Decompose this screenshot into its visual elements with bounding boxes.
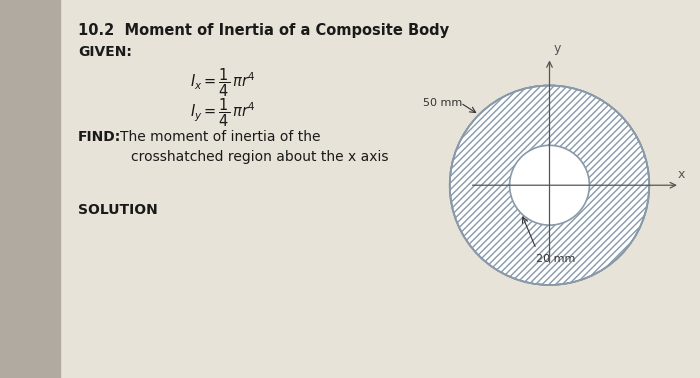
Text: 10.2  Moment of Inertia of a Composite Body: 10.2 Moment of Inertia of a Composite Bo… xyxy=(78,23,449,38)
Circle shape xyxy=(510,145,589,225)
Text: $I_y = \dfrac{1}{4}\,\pi r^4$: $I_y = \dfrac{1}{4}\,\pi r^4$ xyxy=(190,96,256,129)
Bar xyxy=(0,0,60,378)
Text: The moment of inertia of the: The moment of inertia of the xyxy=(120,130,321,144)
Text: y: y xyxy=(554,42,561,55)
Text: 50 mm: 50 mm xyxy=(423,98,463,108)
Text: $I_x = \dfrac{1}{4}\,\pi r^4$: $I_x = \dfrac{1}{4}\,\pi r^4$ xyxy=(190,66,256,99)
Text: FIND:: FIND: xyxy=(78,130,121,144)
Text: crosshatched region about the x axis: crosshatched region about the x axis xyxy=(131,150,388,164)
Circle shape xyxy=(449,85,650,285)
Text: x: x xyxy=(678,168,685,181)
Text: 20 mm: 20 mm xyxy=(536,254,575,264)
Text: GIVEN:: GIVEN: xyxy=(78,45,132,59)
Text: SOLUTION: SOLUTION xyxy=(78,203,158,217)
